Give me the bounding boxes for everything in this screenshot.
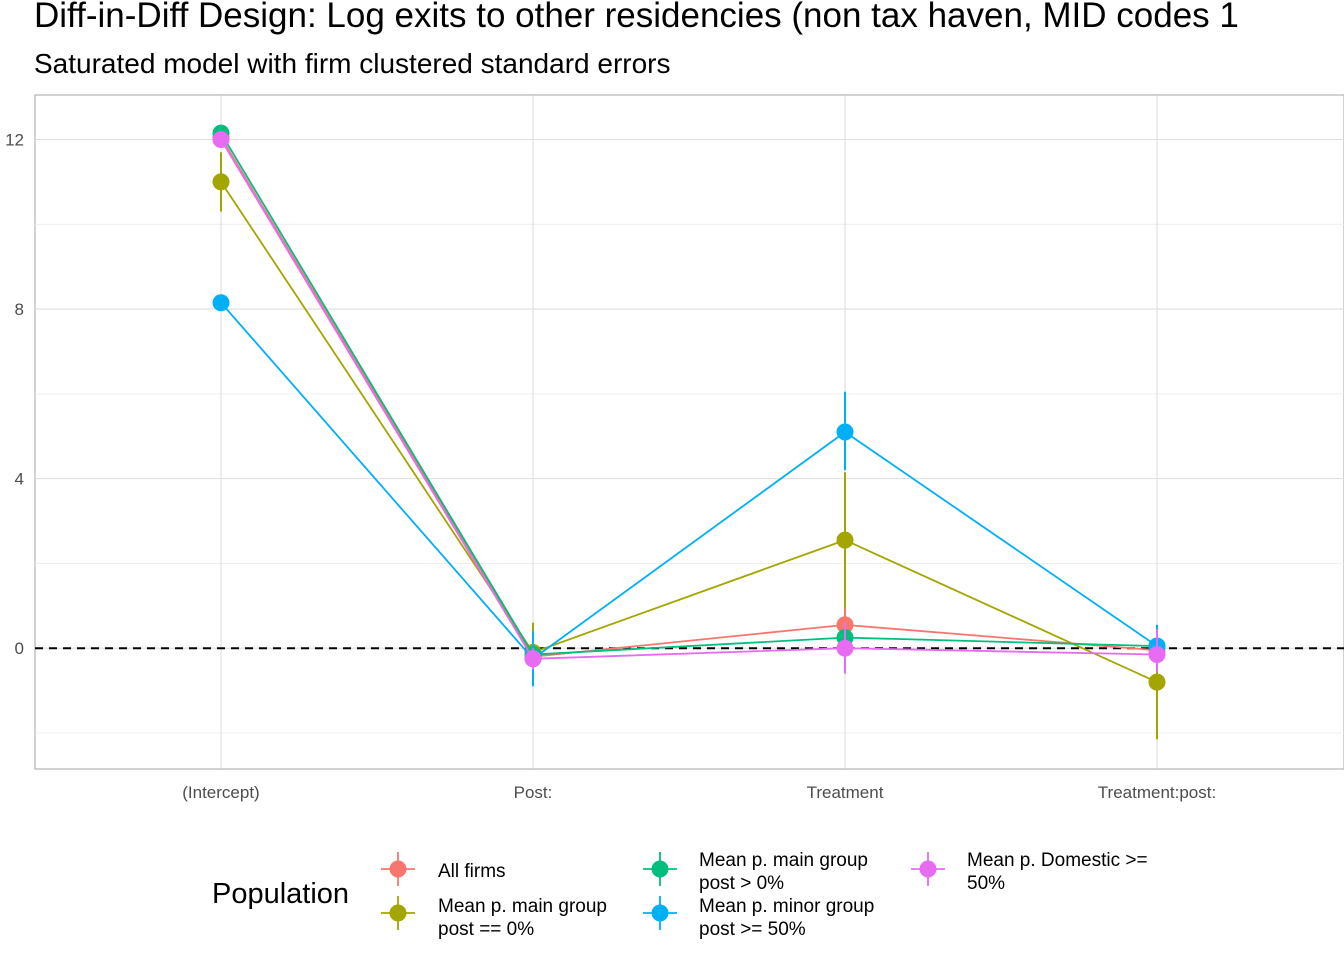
- legend-label: Mean p. main group: [438, 896, 607, 917]
- series-line: [220, 181, 1158, 683]
- y-tick-label: 0: [15, 639, 24, 658]
- legend-key-point: [389, 860, 407, 878]
- legend-title: Population: [212, 878, 349, 910]
- series-layer: [212, 124, 1166, 740]
- series-line: [220, 302, 1158, 660]
- y-tick-label: 12: [5, 131, 24, 150]
- data-point: [836, 531, 854, 549]
- y-tick-label: 8: [15, 300, 24, 319]
- legend-label: post > 0%: [699, 873, 784, 894]
- legend-label: 50%: [967, 873, 1005, 894]
- x-tick-label: Treatment:post:: [1098, 783, 1216, 802]
- data-point: [836, 639, 854, 657]
- data-point: [1148, 646, 1166, 664]
- legend-label: All firms: [438, 861, 506, 882]
- y-tick-label: 4: [15, 470, 24, 489]
- legend-key-point: [651, 904, 669, 922]
- legend-item: Mean p. Domestic >=50%: [911, 850, 1148, 894]
- legend-label: post == 0%: [438, 919, 534, 940]
- legend-item: All firms: [381, 852, 506, 886]
- legend-label: Mean p. main group: [699, 850, 868, 871]
- legend-label: post >= 50%: [699, 919, 806, 940]
- series-4: [212, 131, 1166, 674]
- data-point: [212, 131, 230, 149]
- legend-label: Mean p. Domestic >=: [967, 850, 1148, 871]
- series-line: [220, 132, 1158, 656]
- x-tick-label: Post:: [514, 783, 553, 802]
- x-tick-label: (Intercept): [182, 783, 259, 802]
- plot-panel: [34, 94, 1344, 770]
- data-point: [524, 650, 542, 668]
- chart-subtitle: Saturated model with firm clustered stan…: [34, 48, 671, 79]
- data-point: [836, 423, 854, 441]
- legend-label: Mean p. minor group: [699, 896, 874, 917]
- axis-labels: 0 4 8 12 (Intercept) Post: Treatment Treatment:…: [5, 131, 1216, 802]
- data-point: [212, 173, 230, 191]
- data-point: [212, 294, 230, 312]
- legend-key-point: [919, 860, 937, 878]
- chart-title: Diff-in-Diff Design: Log exits to other …: [34, 0, 1239, 35]
- x-tick-label: Treatment: [807, 783, 884, 802]
- legend-key-point: [389, 904, 407, 922]
- legend-key-point: [651, 860, 669, 878]
- data-point: [1148, 673, 1166, 691]
- series-line: [220, 139, 1158, 660]
- series-line: [220, 136, 1158, 658]
